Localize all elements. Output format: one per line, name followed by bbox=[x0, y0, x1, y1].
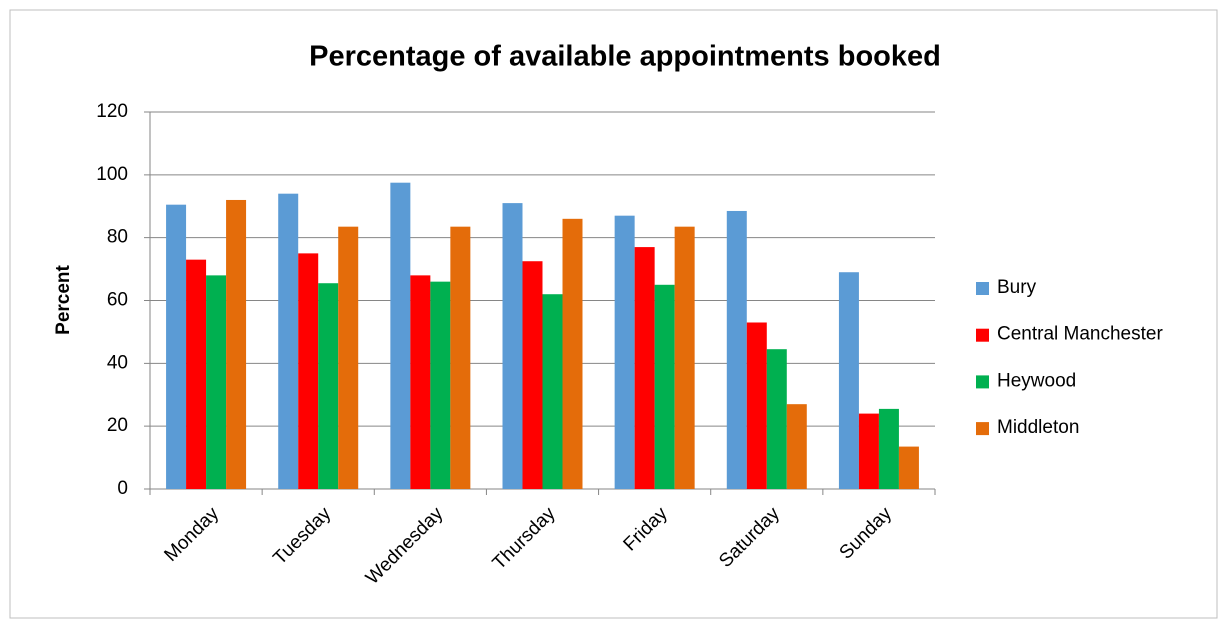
bar bbox=[410, 275, 431, 489]
bar bbox=[338, 226, 359, 489]
y-tick-label: 120 bbox=[96, 101, 128, 122]
bar bbox=[654, 284, 675, 489]
bar bbox=[502, 203, 523, 489]
bar bbox=[674, 226, 695, 489]
legend-label: Bury bbox=[997, 277, 1037, 298]
bar bbox=[278, 193, 299, 489]
bar bbox=[430, 281, 451, 489]
y-tick-label: 0 bbox=[117, 478, 128, 499]
bar bbox=[614, 215, 635, 490]
y-tick-label: 80 bbox=[107, 227, 128, 248]
legend-swatch bbox=[976, 282, 989, 295]
bar bbox=[318, 283, 339, 489]
legend-label: Heywood bbox=[997, 370, 1076, 391]
bar bbox=[562, 218, 583, 490]
bar bbox=[838, 272, 859, 489]
bar bbox=[898, 446, 919, 489]
bar bbox=[726, 210, 747, 489]
legend-label: Central Manchester bbox=[997, 324, 1163, 345]
bar bbox=[858, 413, 879, 489]
bar bbox=[226, 199, 247, 489]
legend-label: Middleton bbox=[997, 417, 1079, 438]
bar bbox=[522, 261, 543, 489]
chart-title: Percentage of available appointments boo… bbox=[309, 41, 941, 73]
legend-swatch bbox=[976, 375, 989, 389]
y-tick-label: 40 bbox=[107, 352, 128, 373]
bar bbox=[634, 247, 655, 489]
bar bbox=[186, 259, 207, 489]
bar bbox=[166, 204, 187, 489]
bar bbox=[206, 275, 227, 489]
bar bbox=[878, 408, 899, 489]
bar bbox=[542, 294, 563, 489]
bar bbox=[450, 226, 471, 489]
bar bbox=[766, 349, 787, 489]
y-axis-label: Percent bbox=[53, 264, 74, 334]
bar bbox=[390, 182, 411, 489]
bar bbox=[786, 404, 807, 489]
y-tick-label: 20 bbox=[107, 415, 128, 436]
legend-swatch bbox=[976, 422, 989, 436]
legend-swatch bbox=[976, 328, 989, 342]
bar bbox=[298, 253, 319, 489]
bar bbox=[746, 322, 767, 489]
y-tick-label: 60 bbox=[107, 290, 128, 311]
y-tick-label: 100 bbox=[96, 164, 128, 185]
